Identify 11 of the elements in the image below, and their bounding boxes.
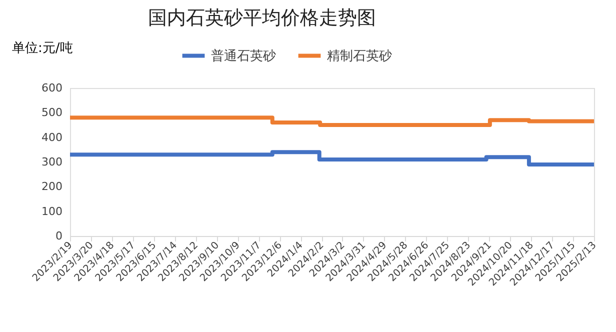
- chart-title: 国内石英砂平均价格走势图: [148, 7, 376, 29]
- y-tick-label: 600: [42, 82, 62, 94]
- y-tick-label: 300: [42, 156, 62, 168]
- y-axis-title: 单位:元/吨: [12, 41, 73, 56]
- legend-label: 普通石英砂: [211, 48, 276, 64]
- y-tick-label: 400: [42, 130, 62, 144]
- y-tick-label: 0: [56, 230, 62, 242]
- y-tick-label: 500: [42, 106, 62, 120]
- y-tick-label: 200: [42, 180, 62, 194]
- legend-label: 精制石英砂: [327, 48, 392, 64]
- y-tick-label: 100: [42, 204, 62, 218]
